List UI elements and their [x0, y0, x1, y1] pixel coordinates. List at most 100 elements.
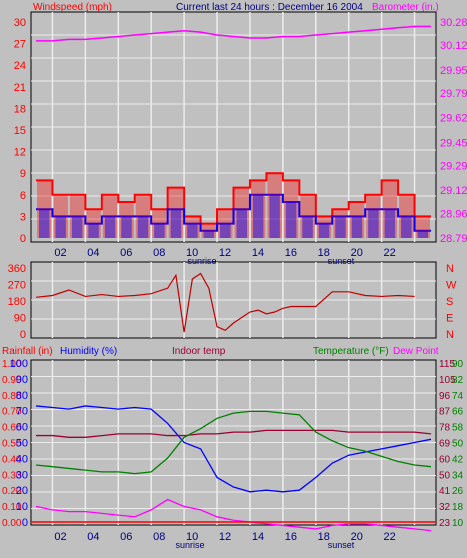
average-wind-bar — [55, 216, 66, 238]
humidity-y-tick: 60 — [16, 422, 28, 434]
average-wind-bar — [368, 209, 379, 238]
baro-y-tick: 29.79 — [440, 88, 467, 100]
wind-y-tick: 30 — [14, 17, 26, 29]
sunset-label-bottom: sunset — [328, 540, 355, 550]
gust-bar — [399, 194, 414, 238]
x-tick-label-bottom: 10 — [186, 531, 198, 543]
temp-y-tick: 69 — [439, 439, 451, 450]
dew-y-tick: 42 — [452, 454, 464, 465]
average-wind-bar — [121, 216, 132, 238]
average-wind-bar — [401, 216, 412, 238]
x-tick-label-bottom: 22 — [384, 531, 396, 543]
x-tick-label-top: 04 — [87, 247, 99, 259]
x-tick-label-bottom: 18 — [318, 531, 330, 543]
dew-y-tick: 18 — [452, 502, 464, 513]
wind-y-tick: 0 — [20, 233, 26, 245]
gust-bar — [366, 194, 381, 238]
average-wind-bar — [203, 230, 215, 238]
direction-y-tick: 180 — [8, 296, 26, 308]
rain-y-tick: 0.80 — [2, 391, 22, 402]
gust-bar — [53, 194, 68, 238]
humidity-y-tick: 70 — [16, 406, 28, 418]
barometer-series-line — [36, 25, 431, 42]
dew-y-tick: 82 — [452, 375, 464, 386]
rain-y-tick: 0.00 — [2, 518, 22, 529]
temp-y-tick: 50 — [439, 470, 451, 481]
dew-y-tick: 90 — [452, 359, 464, 370]
gust-bar — [86, 209, 101, 238]
wind-y-tick: 24 — [14, 60, 26, 72]
x-tick-label-bottom: 12 — [219, 531, 231, 543]
average-wind-bar — [154, 223, 165, 238]
compass-tick: E — [446, 313, 453, 325]
temp-y-tick: 60 — [439, 454, 451, 465]
x-tick-label-top: 06 — [120, 247, 132, 259]
humidity-y-tick: 0 — [22, 517, 28, 529]
gust-bar — [201, 223, 217, 238]
x-tick-label-top: 02 — [54, 247, 66, 259]
gust-bar — [382, 180, 398, 238]
x-tick-label-top: 18 — [318, 247, 330, 259]
dew-point-label: Dew Point — [393, 346, 439, 357]
rain-y-tick: 0.50 — [2, 439, 22, 450]
x-tick-label-top: 08 — [153, 247, 165, 259]
dew-y-tick: 50 — [452, 439, 464, 450]
average-wind-bar — [318, 223, 330, 238]
x-tick-label-bottom: 20 — [351, 531, 363, 543]
direction-y-tick: 0 — [20, 329, 26, 341]
baro-y-tick: 29.45 — [440, 137, 467, 149]
gust-bar — [168, 187, 184, 238]
average-wind-series-line — [36, 193, 431, 232]
temp-y-tick: 105 — [439, 375, 456, 386]
dew-y-tick: 66 — [452, 407, 464, 418]
wind-y-tick: 6 — [20, 190, 26, 202]
compass-tick: S — [446, 296, 453, 308]
temp-y-tick: 96 — [439, 391, 451, 402]
dew-y-tick: 58 — [452, 423, 464, 434]
average-wind-bar — [269, 194, 280, 238]
gust-bar — [333, 209, 348, 238]
gust-bar — [234, 187, 249, 238]
series-line-indoor-temp — [36, 429, 432, 438]
gust-bar — [135, 194, 151, 238]
temp-y-tick: 32 — [439, 502, 451, 513]
average-wind-bar — [351, 216, 363, 238]
gust-bar — [185, 216, 200, 238]
humidity-y-tick: 10 — [16, 501, 28, 513]
x-tick-label-top: 10 — [186, 247, 198, 259]
average-wind-bar — [187, 223, 198, 238]
current-24h-title: Current last 24 hours : December 16 2004 — [176, 2, 363, 13]
gust-bar — [37, 180, 52, 238]
average-wind-bar — [220, 223, 231, 238]
average-wind-bar — [39, 209, 50, 238]
dew-y-tick: 10 — [452, 518, 464, 529]
rain-y-tick: 0.70 — [2, 407, 22, 418]
barometer-label: Barometer (in.) — [372, 2, 439, 13]
temperature-label: Temperature (°F) — [313, 346, 389, 357]
x-tick-label-bottom: 02 — [54, 531, 66, 543]
sunrise-label-bottom: sunrise — [175, 540, 204, 550]
x-tick-label-bottom: 08 — [153, 531, 165, 543]
gust-bar — [102, 194, 118, 238]
temp-y-tick: 41 — [439, 486, 451, 497]
gust-bar — [218, 209, 233, 238]
rain-y-tick: 0.90 — [2, 375, 22, 386]
wind-y-tick: 3 — [20, 211, 26, 223]
gust-bar — [119, 202, 134, 238]
x-tick-label-bottom: 14 — [252, 531, 264, 543]
average-wind-bar — [302, 216, 313, 238]
indoor-temp-label: Indoor temp — [172, 346, 226, 357]
rainfall-label: Rainfall (in) — [2, 346, 53, 357]
x-tick-label-top: 22 — [384, 247, 396, 259]
wind-y-tick: 21 — [14, 82, 26, 94]
direction-y-tick: 360 — [8, 263, 26, 275]
windspeed-label: Windspeed (mph) — [33, 2, 112, 13]
average-wind-bar — [170, 209, 182, 238]
rain-y-tick: 0.60 — [2, 423, 22, 434]
average-wind-bar — [236, 209, 247, 238]
humidity-y-tick: 90 — [16, 374, 28, 386]
sunrise-label-top: sunrise — [187, 256, 216, 266]
compass-tick: N — [446, 329, 454, 341]
direction-y-tick: 90 — [14, 313, 26, 325]
rain-y-tick: 0.30 — [2, 470, 22, 481]
